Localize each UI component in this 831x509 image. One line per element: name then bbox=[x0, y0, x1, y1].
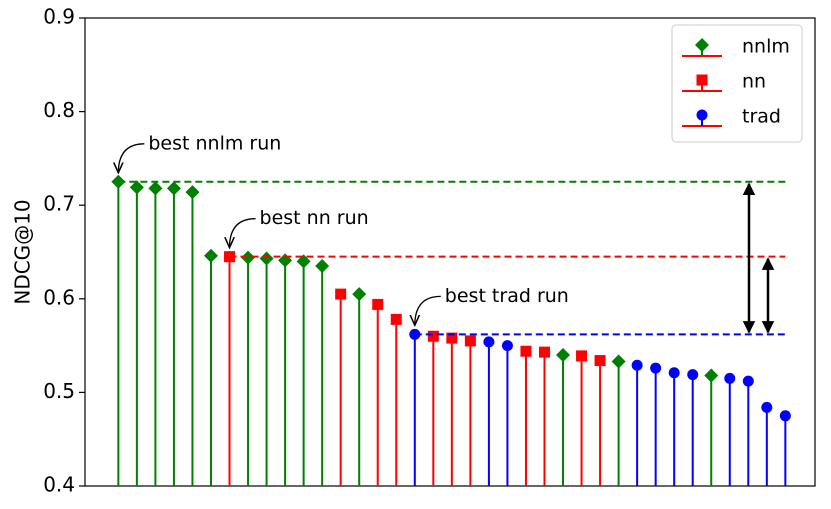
marker bbox=[520, 345, 532, 357]
marker bbox=[278, 253, 293, 268]
marker bbox=[695, 38, 709, 52]
marker bbox=[576, 350, 588, 362]
marker bbox=[556, 347, 571, 362]
annotation-arrow bbox=[415, 295, 441, 325]
marker bbox=[390, 313, 402, 325]
marker bbox=[372, 298, 384, 310]
marker bbox=[501, 340, 513, 352]
annotation: best nn run bbox=[260, 207, 369, 229]
marker bbox=[352, 287, 367, 302]
marker bbox=[594, 355, 606, 367]
marker bbox=[315, 259, 330, 274]
marker bbox=[631, 359, 643, 371]
legend-label: nn bbox=[742, 71, 766, 93]
marker bbox=[668, 367, 680, 379]
annotation: best trad run bbox=[445, 285, 569, 307]
marker bbox=[611, 354, 626, 369]
annotation-arrow bbox=[230, 218, 256, 248]
marker bbox=[761, 401, 773, 413]
marker bbox=[483, 336, 495, 348]
marker bbox=[203, 248, 218, 263]
annotation: best nnlm run bbox=[148, 132, 281, 154]
annotation-arrow bbox=[118, 143, 145, 173]
plot-frame bbox=[84, 17, 816, 487]
y-tick-label: 0.8 bbox=[43, 98, 75, 122]
marker bbox=[259, 251, 274, 266]
legend-label: trad bbox=[742, 106, 781, 128]
legend-label: nnlm bbox=[742, 36, 790, 58]
y-tick-label: 0.6 bbox=[43, 285, 75, 309]
marker bbox=[241, 250, 256, 265]
y-tick-label: 0.9 bbox=[43, 5, 75, 29]
marker bbox=[335, 288, 347, 300]
y-axis-label: NDCG@10 bbox=[11, 199, 35, 304]
marker bbox=[538, 346, 550, 358]
marker bbox=[148, 181, 163, 196]
marker bbox=[696, 109, 708, 121]
marker bbox=[779, 410, 791, 422]
y-tick-label: 0.5 bbox=[43, 379, 75, 403]
marker bbox=[696, 74, 708, 86]
marker bbox=[427, 330, 439, 342]
marker bbox=[704, 368, 719, 383]
marker bbox=[296, 254, 311, 269]
marker bbox=[185, 185, 200, 200]
marker bbox=[742, 375, 754, 387]
marker bbox=[446, 332, 458, 344]
y-tick-label: 0.7 bbox=[43, 192, 75, 216]
marker bbox=[650, 362, 662, 374]
marker bbox=[166, 181, 181, 196]
marker bbox=[464, 335, 476, 347]
marker bbox=[724, 372, 736, 384]
marker bbox=[687, 369, 699, 381]
marker bbox=[129, 180, 144, 195]
y-tick-label: 0.4 bbox=[43, 473, 75, 497]
